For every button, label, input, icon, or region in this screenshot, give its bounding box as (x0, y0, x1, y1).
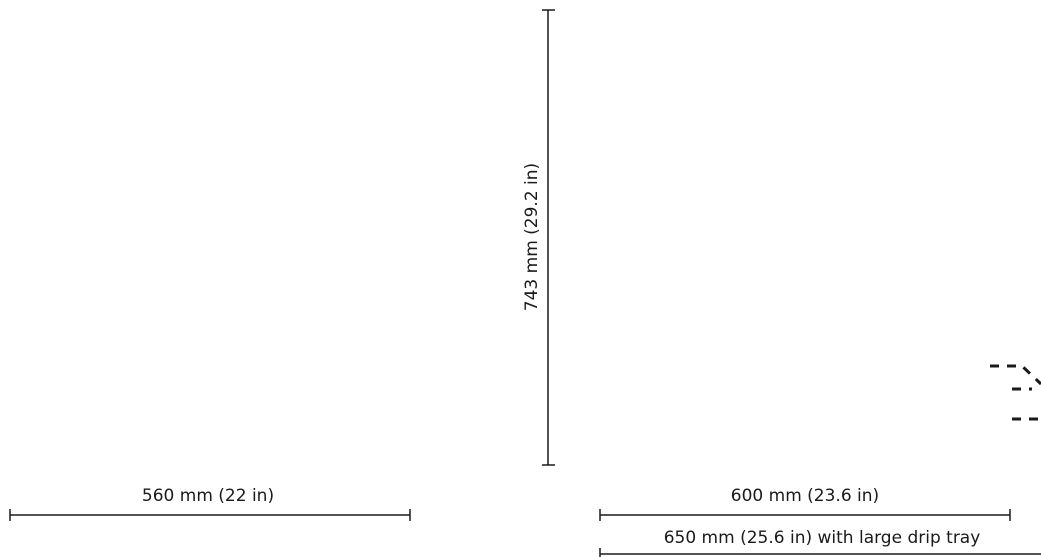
width-label: 560 mm (22 in) (142, 486, 274, 506)
height-dimension: 743 mm (29.2 in) (522, 9, 555, 466)
depth-label: 600 mm (23.6 in) (731, 486, 879, 506)
depth-with-tray-label: 650 mm (25.6 in) with large drip tray (664, 528, 981, 548)
drip-tray-outline-top (990, 364, 1041, 386)
drip-tray-dashed-outline (990, 364, 1041, 421)
width-dimension: 560 mm (22 in) (9, 486, 411, 521)
height-label: 743 mm (29.2 in) (522, 163, 542, 311)
depth-dimension: 600 mm (23.6 in) (599, 486, 1011, 521)
depth-with-tray-dimension: 650 mm (25.6 in) with large drip tray (599, 528, 1041, 557)
